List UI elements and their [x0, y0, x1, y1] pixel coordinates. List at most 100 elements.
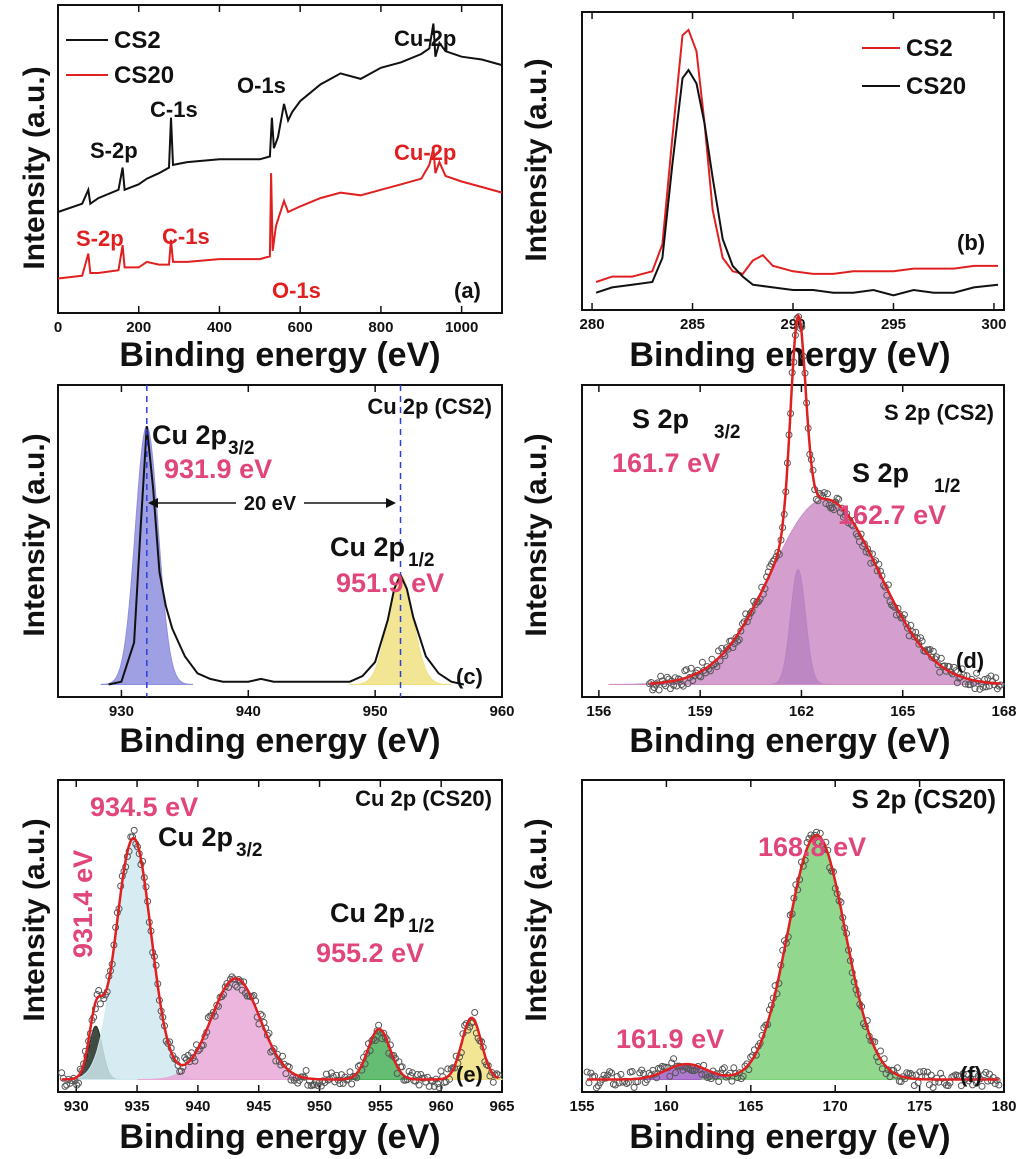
panel-f-data-point [739, 1072, 747, 1080]
panel-c-series-cs2 [108, 426, 465, 686]
panel-f-plot-area: 155 160 165 170 175 180 [569, 779, 1017, 1115]
a-label-cu2p-cs20: Cu-2p [394, 140, 456, 165]
panel-e-data-point [75, 1079, 82, 1087]
c-peak-label-1-2-sub: 1/2 [408, 550, 434, 571]
panel-e-ylabel: Intensity (a.u.) [18, 818, 51, 1021]
panel-c-ylabel: Intensity (a.u.) [18, 433, 51, 636]
panel-e-data-point [405, 1068, 413, 1075]
panel-f-data-point [672, 1069, 679, 1077]
panel-d-data-point [682, 666, 690, 674]
panel-d-data-point [843, 510, 851, 518]
panel-e-data-point [191, 1057, 199, 1065]
panel-e-data-point [73, 1081, 81, 1089]
panel-f-tag: (f) [960, 1062, 982, 1087]
panel-d-data-point [910, 633, 918, 641]
panel-e-data-point [375, 1021, 383, 1029]
panel-a-xtick-label-3: 600 [288, 319, 313, 336]
panel-f-data-point [982, 1068, 990, 1076]
panel-e: 930 935 940 945 950 955 960 965 Intensity (a.u.… [18, 779, 515, 1156]
e-peak-label-1-2: Cu 2p 1/2 [330, 898, 434, 937]
panel-d-data-point [902, 620, 910, 628]
panel-f-data-point [984, 1077, 992, 1085]
c-peak-label-3-2: Cu 2p 3/2 [152, 420, 254, 459]
panel-d-data-point [689, 677, 697, 684]
panel-e-data-point [233, 983, 241, 991]
panel-d-data-point [958, 665, 966, 673]
c-peak-label-1-2: Cu 2p 1/2 [330, 532, 434, 571]
panel-f-data-point [969, 1081, 977, 1089]
panel-f-data-point [715, 1078, 723, 1085]
panel-d-data-point [812, 495, 820, 503]
panel-f-xtick-label-1: 160 [654, 1098, 679, 1115]
panel-e-data-point [231, 981, 239, 989]
a-label-s2p-cs20: S-2p [76, 226, 124, 251]
panel-f-data-point [737, 1075, 745, 1083]
c-peak-label-1-2-main: Cu 2p [330, 532, 405, 562]
panel-e-data-point [486, 1072, 494, 1080]
panel-a-xtick-label-5: 1000 [445, 319, 478, 336]
panel-e-data-point [437, 1067, 445, 1075]
legend-cs2-label: CS2 [114, 27, 161, 54]
panel-e-data-point [236, 977, 244, 985]
panel-f-data-point [877, 1047, 884, 1055]
panel-e-xtick-label-7: 965 [489, 1098, 514, 1115]
panel-f-data-point [986, 1070, 993, 1078]
panel-d-data-point [678, 681, 686, 688]
panel-e-xtick-label-2: 940 [185, 1098, 210, 1115]
panel-e-data-point [95, 987, 103, 994]
panel-d-xtick-label-1: 159 [688, 703, 713, 720]
f-value-161-9: 161.9 eV [616, 1024, 724, 1054]
panel-f-title: S 2p (CS20) [852, 784, 997, 814]
panel-f-data-point [604, 1071, 612, 1079]
panel-d-data-point [921, 647, 929, 655]
panel-d-tag: (d) [956, 648, 984, 673]
panel-d-data-point [687, 664, 695, 672]
a-label-o1s-cs2: O-1s [237, 73, 286, 98]
panel-e-data-point [221, 983, 229, 991]
panel-f-data-point [927, 1071, 935, 1079]
panel-e-data-point [420, 1074, 428, 1082]
panel-e-xtick-label-0: 930 [64, 1098, 89, 1115]
panel-f-data-point [593, 1084, 600, 1092]
panel-d-data-point [992, 674, 1000, 682]
panel-d-data-point [719, 650, 727, 658]
panel-a-legend: CS2 CS20 [66, 27, 174, 89]
panel-f-data-point [583, 1068, 591, 1076]
panel-f-data-point [668, 1059, 676, 1067]
panel-f: 155 160 165 170 175 180 Intensity (a.u.) Bind… [520, 779, 1017, 1156]
panel-d-xtick-label-0: 156 [586, 703, 611, 720]
panel-a-xtick-label-2: 400 [207, 319, 232, 336]
panel-d-data-point [670, 681, 678, 689]
panel-d-data-point [657, 672, 665, 680]
c-20ev-arrow-head-right [386, 498, 396, 508]
panel-f-data-point [698, 1070, 706, 1078]
panel-a-tag: (a) [454, 278, 481, 303]
panel-f-data-point [978, 1082, 986, 1090]
panel-d-data-point [681, 667, 689, 675]
c-peak-label-3-2-sub: 3/2 [228, 438, 254, 459]
panel-d-data-point [698, 658, 706, 666]
panel-e-data-point [302, 1067, 310, 1074]
d-peak-label-3-2-main: S 2p [632, 404, 689, 434]
panel-e-data-point [130, 826, 138, 834]
panel-e-title: Cu 2p (CS20) [355, 786, 492, 811]
panel-f-component-peak-1 [701, 834, 932, 1081]
e-peak-label-1-2-main: Cu 2p [330, 898, 405, 928]
e-peak-label-3-2: Cu 2p 3/2 [158, 822, 262, 861]
panel-e-tag: (e) [456, 1062, 483, 1087]
panel-e-data-point [415, 1081, 423, 1089]
panel-d-data-point [933, 653, 940, 661]
panel-a-plot-area: 0 200 400 600 800 1000 [54, 4, 503, 336]
panel-b-xlabel: Binding energy (eV) [629, 336, 950, 374]
panel-d-data-point [828, 504, 836, 512]
a-label-s2p-cs2: S-2p [90, 138, 138, 163]
panel-d-data-point [735, 636, 743, 644]
panel-f-data-point [666, 1072, 674, 1080]
panel-f-data-point [720, 1064, 728, 1072]
panel-a-series-cs20 [57, 147, 503, 280]
panel-f-data-point [722, 1073, 730, 1081]
panel-f-xtick-label-0: 155 [569, 1098, 594, 1115]
d-peak-label-3-2-sub: 3/2 [714, 422, 740, 443]
panel-e-data-point [282, 1070, 290, 1078]
